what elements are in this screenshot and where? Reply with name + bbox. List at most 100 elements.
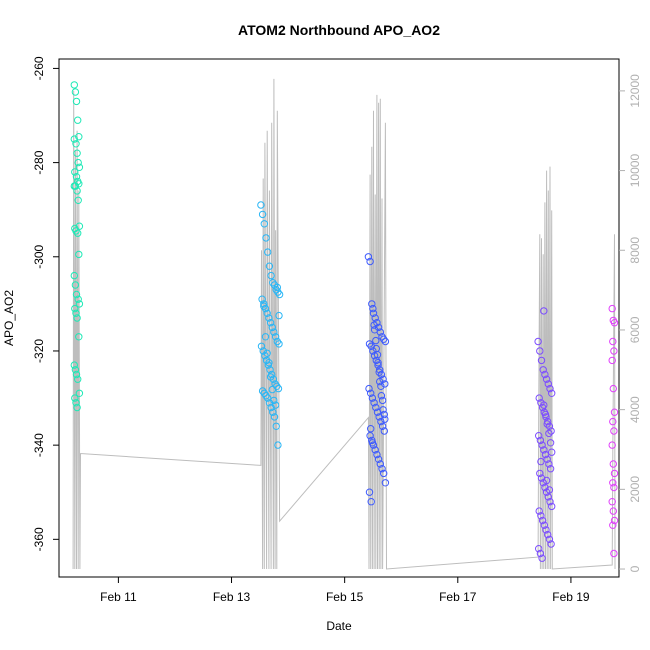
data-point (545, 460, 553, 468)
y-axis-label: APO_AO2 (2, 290, 16, 346)
y-tick-label: -280 (32, 150, 46, 174)
data-point (371, 446, 379, 454)
data-point (540, 521, 548, 529)
data-point (270, 328, 278, 336)
data-point (374, 359, 382, 367)
data-point (610, 516, 619, 525)
data-point (376, 377, 384, 386)
data-point (540, 307, 548, 315)
data-point (274, 441, 282, 449)
data-point (610, 408, 619, 416)
data-point (261, 333, 270, 341)
data-point (536, 469, 544, 478)
data-point (364, 253, 373, 261)
data-point (610, 483, 618, 492)
data-point (365, 384, 373, 393)
data-point (71, 304, 79, 313)
data-point (538, 441, 546, 449)
plot-frame (58, 58, 620, 578)
data-point (545, 535, 554, 543)
data-point (72, 140, 80, 148)
data-point (257, 342, 266, 350)
data-point (548, 389, 556, 397)
x-tick-label: Feb 19 (552, 590, 590, 604)
data-point (540, 401, 548, 409)
data-point (537, 356, 546, 365)
data-point (545, 422, 554, 430)
data-point (268, 385, 276, 394)
data-point (534, 337, 542, 346)
data-point (609, 479, 617, 487)
data-point (540, 446, 548, 454)
data-point (265, 314, 273, 322)
data-point (269, 408, 277, 416)
data-point (543, 420, 551, 428)
data-point (271, 401, 280, 409)
data-point (368, 300, 376, 308)
data-point (75, 222, 84, 230)
data-point (536, 549, 545, 558)
data-point (547, 427, 555, 435)
data-point (262, 234, 270, 242)
data-point (266, 366, 274, 374)
data-point (373, 351, 382, 359)
data-point (366, 432, 374, 440)
data-point (75, 250, 83, 259)
data-point (73, 149, 81, 157)
data-point (73, 187, 81, 195)
data-point (546, 384, 554, 393)
data-point (71, 88, 80, 96)
data-point (545, 429, 553, 438)
chart-title: ATOM2 Northbound APO_AO2 (238, 22, 440, 38)
data-point (368, 394, 377, 402)
data-point (372, 403, 380, 412)
data-point (263, 349, 271, 357)
data-point (548, 502, 556, 511)
data-point (374, 455, 383, 463)
data-point (535, 432, 543, 440)
x-tick-label: Feb 13 (213, 590, 251, 604)
data-point (365, 488, 374, 496)
data-point (537, 457, 545, 466)
data-point (543, 455, 551, 463)
data-point (380, 427, 388, 435)
data-point (260, 220, 268, 228)
data-point (372, 356, 380, 365)
data-point (377, 417, 385, 426)
data-point (610, 549, 618, 558)
data-point (545, 486, 554, 494)
data-point (546, 465, 555, 473)
y-tick-label: -300 (32, 244, 46, 268)
data-point (260, 302, 268, 310)
data-point (367, 498, 375, 506)
data-point (264, 394, 272, 402)
data-point (609, 384, 617, 393)
data-point (610, 469, 619, 478)
data-point (269, 279, 277, 287)
data-point (377, 382, 385, 390)
data-point (74, 158, 82, 167)
data-point (610, 319, 619, 327)
data-point (260, 300, 268, 308)
data-point (263, 309, 271, 317)
data-point (375, 368, 383, 376)
data-point (608, 498, 616, 506)
data-point (536, 347, 544, 355)
data-point (373, 450, 381, 459)
y-tick-label: -340 (32, 433, 46, 457)
data-point (609, 337, 617, 346)
data-point (72, 290, 81, 299)
data-point (541, 450, 550, 459)
data-point (267, 403, 275, 412)
data-point (372, 336, 380, 345)
data-point (544, 493, 552, 501)
data-point (71, 394, 79, 402)
data-point (535, 545, 543, 553)
data-point (541, 483, 549, 492)
data-point (369, 304, 377, 313)
data-point (380, 335, 388, 343)
data-point (542, 526, 550, 534)
y2-tick-label: 6000 (628, 316, 642, 343)
data-point (535, 507, 543, 515)
data-point (271, 333, 280, 341)
